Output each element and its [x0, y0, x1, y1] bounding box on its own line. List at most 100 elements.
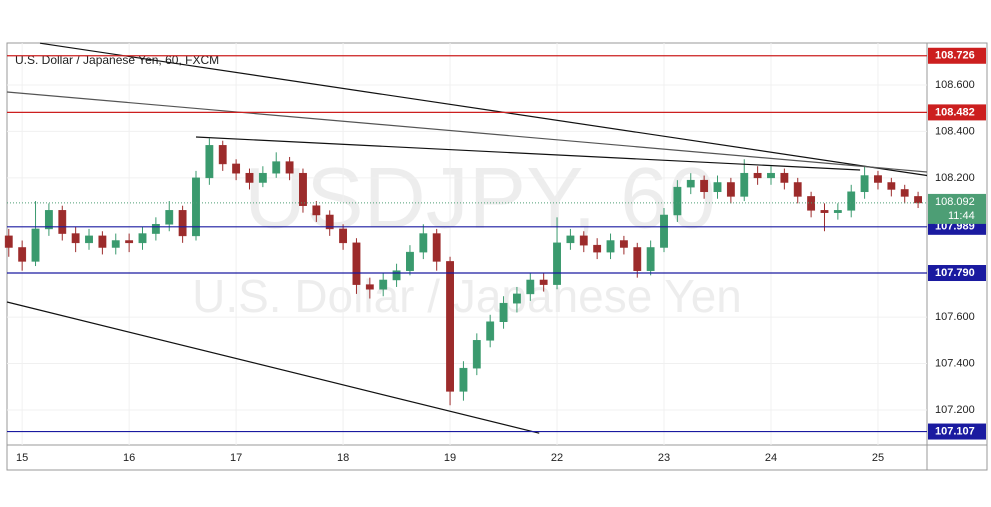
last-price-label: 108.092: [935, 196, 975, 208]
candle-body: [740, 172, 749, 197]
level-label: 107.790: [935, 267, 975, 279]
candle-body: [593, 244, 602, 253]
candle-body: [767, 172, 775, 179]
candle-body: [579, 235, 588, 246]
candle-body: [245, 172, 254, 183]
candle-body: [111, 240, 120, 248]
level-label-box: [928, 47, 986, 64]
candle-body: [365, 284, 374, 290]
candle-body: [646, 247, 655, 271]
candle-body: [178, 210, 187, 237]
candle-body: [847, 191, 856, 211]
y-tick-label: 107.600: [935, 311, 975, 323]
candle-body: [526, 279, 535, 295]
candle-body: [673, 186, 682, 216]
candle-body: [379, 279, 388, 290]
trend-line: [195, 136, 861, 171]
candle-body: [98, 235, 107, 248]
level-label-box: [928, 423, 986, 440]
y-tick-label: 107.400: [935, 357, 975, 369]
candle-body: [633, 247, 642, 271]
candle-body: [459, 367, 468, 392]
x-tick-label: 18: [337, 452, 349, 464]
candle-body: [780, 172, 789, 183]
candle-body: [472, 340, 481, 369]
candle-body: [339, 228, 348, 244]
candle-body: [151, 224, 160, 234]
candle-body: [726, 182, 735, 197]
x-tick-label: 25: [872, 452, 884, 464]
candle-body: [192, 177, 200, 237]
y-tick-label: 108.400: [935, 125, 975, 137]
candle-body: [660, 214, 668, 248]
trend-line: [6, 91, 928, 173]
candle-body: [753, 172, 762, 179]
candle-body: [165, 210, 174, 225]
candle-body: [325, 214, 334, 230]
trend-line: [39, 42, 928, 177]
candle-body: [887, 182, 896, 190]
candle-body: [446, 261, 454, 392]
x-tick-label: 15: [16, 452, 28, 464]
candle-body: [914, 196, 923, 204]
candle-body: [512, 293, 521, 304]
candle-body: [406, 251, 414, 271]
candle-body: [4, 235, 13, 248]
candle-body: [419, 233, 428, 253]
candle-body: [566, 235, 575, 244]
candle-body: [44, 210, 53, 230]
level-label: 108.482: [935, 106, 975, 118]
x-tick-label: 16: [123, 452, 135, 464]
candle-body: [553, 242, 561, 285]
x-tick-label: 17: [230, 452, 242, 464]
last-price-box: [928, 193, 986, 224]
candle-body: [700, 179, 709, 193]
trend-line: [6, 301, 540, 434]
y-tick-label: 108.600: [935, 79, 975, 91]
x-tick-label: 19: [444, 452, 456, 464]
candle-body: [205, 145, 214, 179]
candle-body: [713, 182, 722, 193]
candle-body: [606, 240, 615, 253]
x-tick-label: 23: [658, 452, 670, 464]
level-label: 108.726: [935, 50, 975, 62]
watermark: USDJPY, 60: [244, 151, 716, 247]
candle-body: [312, 205, 321, 216]
candle-body: [392, 270, 401, 281]
watermark-subtitle: U.S. Dollar / Japanese Yen: [192, 270, 742, 322]
candle-body: [686, 179, 695, 188]
candle-body: [258, 172, 267, 183]
candle-body: [71, 233, 80, 244]
level-label: 107.107: [935, 425, 975, 437]
x-tick-label: 22: [551, 452, 563, 464]
candle-body: [860, 175, 869, 193]
candle-body: [31, 228, 40, 262]
candle-body: [58, 210, 67, 234]
candle-body: [833, 210, 842, 213]
candle-body: [432, 233, 441, 262]
candle-body: [499, 302, 508, 323]
level-label-box: [928, 104, 986, 121]
candle-body: [218, 145, 227, 165]
candle-body: [272, 161, 281, 174]
candle-body: [18, 247, 27, 262]
candle-body: [85, 235, 93, 244]
candle-body: [486, 321, 495, 341]
candle-body: [619, 240, 628, 248]
candle-body: [299, 172, 307, 206]
candle-body: [793, 182, 802, 197]
candle-body: [539, 279, 548, 285]
candle-body: [874, 175, 882, 183]
y-tick-label: 108.200: [935, 172, 975, 184]
candle-body: [820, 210, 829, 213]
frame: [6, 42, 988, 471]
countdown-label: 11:44: [948, 210, 975, 222]
candle-body: [125, 240, 134, 244]
chart-title: U.S. Dollar / Japanese Yen, 60, FXCM: [15, 53, 219, 67]
y-tick-label: 107.200: [935, 404, 975, 416]
level-label-box: [928, 265, 986, 282]
candle-body: [232, 163, 241, 174]
candle-body: [352, 242, 361, 285]
